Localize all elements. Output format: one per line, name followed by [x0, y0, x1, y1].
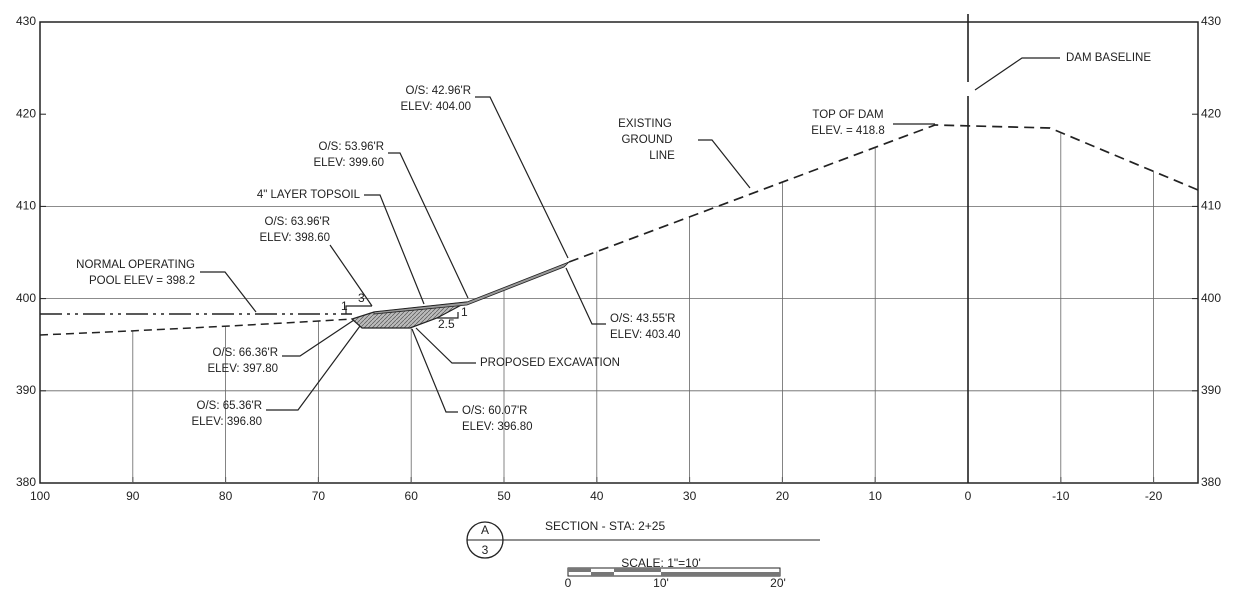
leader: [415, 327, 476, 364]
offset-label: 80: [219, 489, 233, 503]
elevation-label: 410: [1201, 199, 1221, 213]
grid: [39, 21, 1198, 484]
offset-label: 60: [405, 489, 419, 503]
annotation: ELEV: 404.00: [400, 101, 471, 113]
slope-mark: [345, 305, 372, 314]
annotation: O/S: 53.96'R: [319, 141, 384, 153]
leader: [266, 325, 361, 411]
slope-label: 1: [341, 299, 348, 313]
offset-label: 30: [683, 489, 697, 503]
annotation: NORMAL OPERATING: [76, 259, 195, 271]
leader: [411, 328, 458, 413]
frame: [39, 21, 1199, 484]
elevation-label: 380: [1201, 475, 1221, 489]
offset-label: 90: [126, 489, 140, 503]
scale-label: SCALE: 1"=10': [621, 556, 701, 570]
annotation: O/S: 66.36'R: [213, 347, 278, 359]
offset-label: 10: [869, 489, 883, 503]
slope-label: 3: [358, 291, 365, 305]
leader: [565, 267, 606, 325]
annotation: EXISTING: [618, 118, 672, 130]
elevation-label: 410: [16, 199, 36, 213]
offset-label: 100: [30, 489, 50, 503]
title: SECTION - STA: 2+25: [545, 519, 665, 533]
elevation-label: 420: [16, 106, 36, 120]
offset-label: -20: [1145, 489, 1163, 503]
scale-tick: 0: [565, 576, 572, 590]
scale-tick: 20': [770, 576, 786, 590]
ground-line: [39, 318, 353, 336]
annotation: GROUND: [621, 134, 672, 146]
elevation-label: 390: [16, 383, 36, 397]
offset-label: 70: [312, 489, 326, 503]
annotation: DAM BASELINE: [1066, 52, 1151, 64]
annotation: ELEV: 396.80: [462, 421, 533, 433]
topsoil: [373, 261, 570, 315]
elevation-label: 380: [16, 475, 36, 489]
marker-top: A: [481, 523, 489, 537]
slope-label: 2.5: [438, 317, 455, 331]
annotation: LINE: [649, 150, 675, 162]
elevation-label: 400: [1201, 291, 1221, 305]
elevation-label: 420: [1201, 106, 1221, 120]
offset-label: 40: [590, 489, 604, 503]
leader: [698, 139, 751, 189]
annotation: ELEV: 399.60: [313, 157, 384, 169]
offset-label: 0: [965, 489, 972, 503]
leader: [388, 152, 469, 299]
annotation: O/S: 42.96'R: [406, 85, 471, 97]
marker-bottom: 3: [482, 543, 489, 557]
slope-label: 1: [461, 305, 468, 319]
slope-mark: [437, 312, 459, 319]
annotation: 4" LAYER TOPSOIL: [257, 189, 361, 201]
offset-label: -10: [1052, 489, 1070, 503]
elevation-label: 430: [16, 14, 36, 28]
leader: [364, 194, 425, 305]
scale-bar: [567, 567, 781, 577]
offset-label: 50: [497, 489, 511, 503]
annotation: ELEV: 403.40: [610, 329, 681, 341]
annotation: POOL ELEV = 398.2: [89, 275, 195, 287]
leader: [974, 57, 1060, 91]
elevation-label: 390: [1201, 383, 1221, 397]
annotation: O/S: 63.96'R: [265, 216, 330, 228]
annotation: PROPOSED EXCAVATION: [480, 357, 620, 369]
annotation: TOP OF DAM: [812, 109, 883, 121]
annotation: O/S: 60.07'R: [462, 405, 527, 417]
leader: [282, 319, 355, 357]
elevation-label: 430: [1201, 14, 1221, 28]
offset-label: 20: [776, 489, 790, 503]
annotation: O/S: 65.36'R: [197, 400, 262, 412]
annotation: ELEV: 398.60: [259, 232, 330, 244]
annotation: ELEV: 397.80: [207, 363, 278, 375]
scale-tick: 10': [653, 576, 669, 590]
ground-line: [568, 124, 1199, 263]
annotation: ELEV. = 418.8: [811, 125, 884, 137]
leader: [329, 244, 373, 307]
annotation: O/S: 43.55'R: [610, 313, 675, 325]
leader: [200, 271, 257, 313]
elevation-label: 400: [16, 291, 36, 305]
leader: [475, 96, 569, 259]
annotation: ELEV: 396.80: [191, 416, 262, 428]
